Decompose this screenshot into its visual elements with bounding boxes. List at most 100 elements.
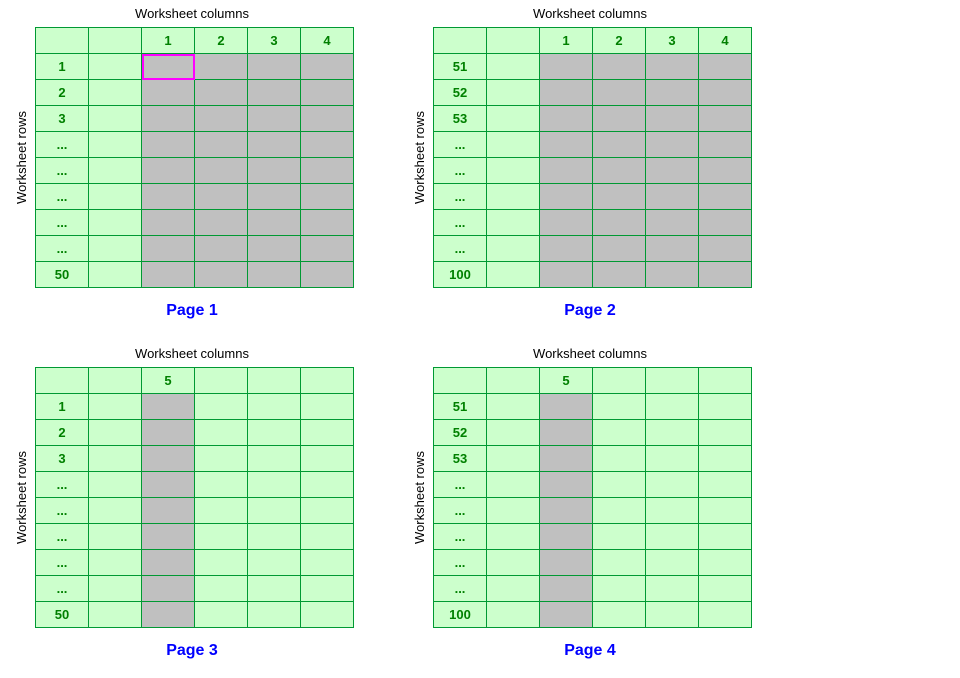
grid-cell <box>645 497 699 524</box>
grid-cell <box>300 445 354 472</box>
grid-row: 100 <box>433 261 752 288</box>
grid-cell <box>539 183 593 210</box>
grid-cell <box>698 157 752 184</box>
grid-cell <box>539 471 593 498</box>
page-panel-2: Worksheet columns Worksheet rows 1 2 3 4 51 5… <box>405 6 765 320</box>
grid-cell <box>247 497 301 524</box>
grid-cell <box>141 419 195 446</box>
grid-cell <box>592 601 646 628</box>
row-header-cell: ... <box>35 549 89 576</box>
grid-cell <box>592 523 646 550</box>
row-header-cell: 3 <box>35 445 89 472</box>
grid-cell <box>194 575 248 602</box>
row-header-cell: 2 <box>35 419 89 446</box>
grid-cell <box>247 601 301 628</box>
grid-cell <box>486 183 540 210</box>
grid-cell <box>645 523 699 550</box>
grid-cell <box>592 419 646 446</box>
row-header-cell: ... <box>35 497 89 524</box>
grid-cell <box>247 393 301 420</box>
page-panel-3: Worksheet columns Worksheet rows 5 1 2 3...… <box>7 346 367 660</box>
grid-cell <box>247 523 301 550</box>
grid-cell <box>539 235 593 262</box>
grid-cell <box>247 445 301 472</box>
grid-row: 100 <box>433 601 752 628</box>
grid-cell <box>88 601 142 628</box>
grid-cell <box>88 53 142 80</box>
grid-cell <box>141 601 195 628</box>
row-header-cell: 53 <box>433 445 487 472</box>
column-header-cell <box>300 367 354 394</box>
column-header-row: 5 <box>433 367 752 394</box>
grid-cell <box>645 575 699 602</box>
page-caption: Page 1 <box>166 302 218 319</box>
grid-row: ... <box>433 235 752 262</box>
grid-cell <box>247 209 301 236</box>
grid-cell <box>698 183 752 210</box>
grid-cell <box>592 183 646 210</box>
row-header-cell: ... <box>433 157 487 184</box>
grid-cell <box>698 209 752 236</box>
worksheet-rows-label-text: Worksheet rows <box>411 111 427 204</box>
grid-cell <box>592 53 646 80</box>
worksheet-grid: 1 2 3 4 51 52 53............... 100 <box>433 27 752 288</box>
grid-cell <box>194 131 248 158</box>
grid-cell <box>486 601 540 628</box>
worksheet-rows-label: Worksheet rows <box>7 367 35 628</box>
grid-cell <box>698 601 752 628</box>
worksheet-rows-label-text: Worksheet rows <box>13 451 29 544</box>
grid-cell <box>247 235 301 262</box>
page-caption: Page 4 <box>564 642 616 659</box>
grid-cell <box>592 261 646 288</box>
grid-cell <box>194 523 248 550</box>
grid-cell <box>539 261 593 288</box>
grid-cell <box>300 105 354 132</box>
row-header-cell: 52 <box>433 79 487 106</box>
row-header-cell: ... <box>433 183 487 210</box>
grid-row: ... <box>433 549 752 576</box>
column-header-cell <box>433 367 487 394</box>
row-header-cell: 50 <box>35 261 89 288</box>
grid-cell <box>300 523 354 550</box>
grid-cell <box>300 183 354 210</box>
grid-cell <box>592 235 646 262</box>
worksheet-grid: 1 2 3 4 1 2 3............... 50 <box>35 27 354 288</box>
grid-row: ... <box>35 523 354 550</box>
row-header-cell: ... <box>433 471 487 498</box>
grid-cell <box>300 235 354 262</box>
worksheet-columns-label: Worksheet columns <box>135 346 249 361</box>
grid-cell <box>88 105 142 132</box>
grid-cell <box>539 157 593 184</box>
grid-cell <box>194 549 248 576</box>
grid-row: 51 <box>433 53 752 80</box>
grid-cell <box>247 471 301 498</box>
worksheet-columns-label: Worksheet columns <box>533 346 647 361</box>
panel-body: Worksheet rows 5 51 52 53............... 100 <box>405 367 765 628</box>
grid-cell <box>194 419 248 446</box>
grid-cell <box>300 131 354 158</box>
grid-row: 3 <box>35 105 354 132</box>
grid-cell <box>141 157 195 184</box>
grid-cell <box>698 549 752 576</box>
grid-cell <box>698 419 752 446</box>
column-header-cell <box>35 27 89 54</box>
grid-row: 1 <box>35 393 354 420</box>
grid-cell <box>141 131 195 158</box>
grid-cell <box>486 157 540 184</box>
grid-cell <box>539 393 593 420</box>
grid-cell <box>141 235 195 262</box>
panel-body: Worksheet rows 1 2 3 4 1 2 3............... 50 <box>7 27 367 288</box>
grid-cell <box>645 131 699 158</box>
grid-cell <box>592 575 646 602</box>
row-header-cell: 2 <box>35 79 89 106</box>
grid-cell <box>645 549 699 576</box>
grid-cell <box>592 445 646 472</box>
grid-cell <box>300 471 354 498</box>
grid-cell <box>539 445 593 472</box>
grid-cell <box>592 209 646 236</box>
worksheet-columns-label: Worksheet columns <box>533 6 647 21</box>
grid-cell <box>698 53 752 80</box>
grid-cell <box>88 157 142 184</box>
column-header-cell: 5 <box>539 367 593 394</box>
